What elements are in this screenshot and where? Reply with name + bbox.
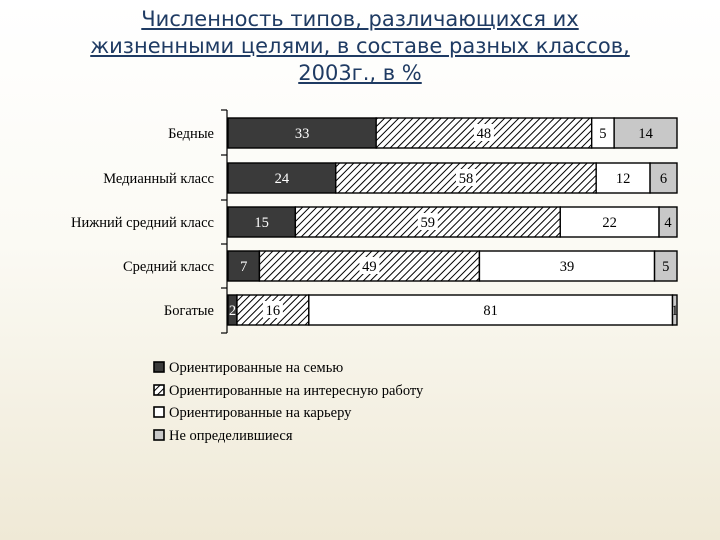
chart-bars: 33 48 5 14 24 58 12 6 15 59 22 4 7 49 39 5 2 16 81 1 [227, 117, 678, 326]
bar-value-label: 22 [602, 215, 617, 231]
legend-swatch [153, 406, 165, 418]
legend-entry: Ориентированные на карьеру [169, 405, 352, 421]
bar-value-label: 58 [459, 171, 474, 187]
bar-label-bg [473, 124, 494, 141]
bar-label-bg [359, 257, 380, 274]
bar-segment [227, 117, 377, 149]
bar-segment [649, 162, 678, 194]
bar-value-label: 33 [295, 126, 310, 142]
legend-entry: Ориентированные на семью [169, 360, 343, 376]
category-label: Средний класс [123, 259, 214, 275]
bar-label-bg [417, 213, 438, 230]
bar-label-bg [262, 301, 283, 318]
category-label: Бедные [168, 126, 214, 142]
bar-value-label: 12 [616, 171, 631, 187]
bar-value-label: 6 [660, 171, 667, 187]
category-label: Нижний средний класс [71, 215, 214, 231]
chart-title-line-3: 2003г., в % [298, 61, 422, 85]
bar-segment [227, 162, 337, 194]
category-label: Богатые [164, 303, 214, 319]
bar-value-label: 59 [421, 215, 436, 231]
bar-value-label: 15 [254, 215, 269, 231]
category-label: Медианный класс [103, 171, 214, 187]
bar-value-label: 48 [477, 126, 492, 142]
bar-segment [658, 206, 678, 238]
category-labels: Бедные Медианный класс Нижний средний клас… [71, 126, 214, 319]
legend-entry: Ориентированные на интересную работу [169, 383, 424, 399]
bar-segment [613, 117, 678, 149]
bar-value-label: 24 [275, 171, 290, 187]
bar-label-bg [455, 169, 476, 186]
bar-segment [559, 206, 660, 238]
chart-legend: Ориентированные на семью Ориентированные … [153, 360, 424, 444]
bar-value-label: 5 [662, 259, 669, 275]
legend-swatch [153, 361, 165, 373]
bar-value-label: 5 [599, 126, 606, 142]
bar-segment [671, 294, 678, 326]
bar-segment [653, 250, 678, 282]
bar-segment [227, 250, 261, 282]
bar-value-label: 7 [240, 259, 247, 275]
bar-value-label: 39 [560, 259, 575, 275]
legend-entry: Не определившиеся [169, 428, 293, 444]
chart-title: Численность типов, различающихся их жизн… [20, 6, 700, 87]
chart-title-line-2: жизненными целями, в составе разных клас… [90, 34, 630, 58]
bar-segment [308, 294, 674, 326]
bar-value-label: 16 [266, 303, 281, 319]
bar-value-label: 2 [229, 303, 236, 319]
chart-axis [221, 109, 228, 334]
bar-value-label: 1 [671, 303, 678, 319]
bar-value-label: 81 [483, 303, 498, 319]
bar-value-label: 49 [362, 259, 377, 275]
bar-value-label: 4 [664, 215, 672, 231]
bar-value-label: 14 [638, 126, 653, 142]
legend-swatch [153, 429, 165, 441]
legend-swatch [153, 384, 165, 396]
chart-title-line-1: Численность типов, различающихся их [141, 7, 579, 31]
